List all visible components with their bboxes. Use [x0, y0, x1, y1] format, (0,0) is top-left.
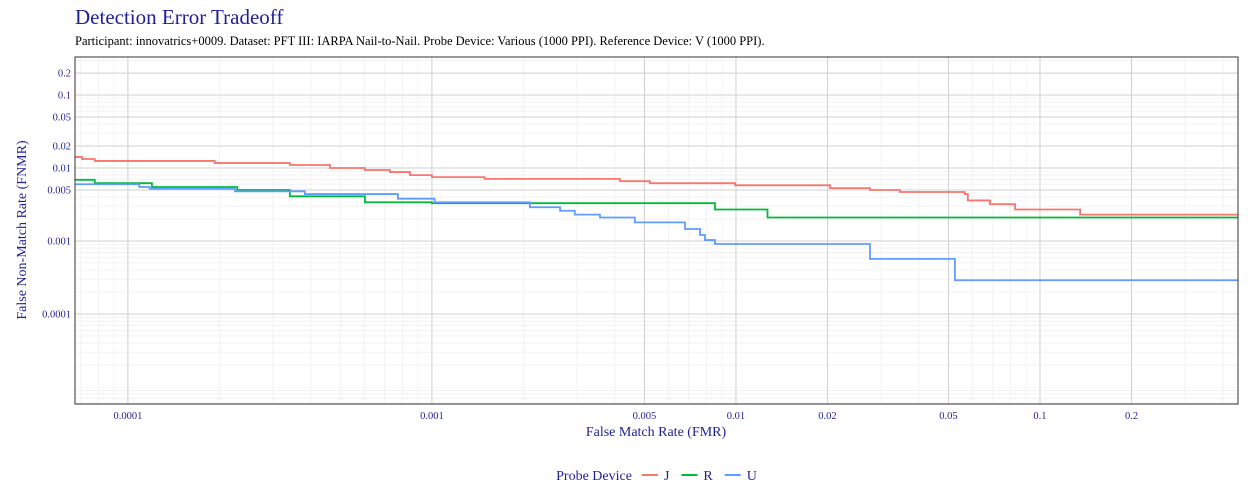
- y-tick-label: 0.2: [58, 69, 71, 80]
- y-tick-label: 0.05: [53, 113, 71, 124]
- legend-label: U: [747, 469, 757, 484]
- x-tick-label: 0.005: [633, 411, 657, 422]
- chart-title: Detection Error Tradeoff: [75, 5, 283, 29]
- series-line: [75, 183, 1238, 282]
- x-tick-label: 0.001: [420, 411, 444, 422]
- plot-background: [75, 57, 1238, 404]
- x-tick-label: 0.05: [939, 411, 957, 422]
- legend: Probe Device J R U: [556, 469, 757, 484]
- y-tick-label: 0.001: [47, 237, 71, 248]
- x-axis-label: False Match Rate (FMR): [586, 425, 727, 440]
- legend-title: Probe Device: [556, 469, 632, 484]
- y-tick-label: 0.005: [47, 186, 71, 197]
- plot-border: [74, 56, 1239, 405]
- y-tick-label: 0.0001: [42, 310, 71, 321]
- x-tick-label: 0.02: [818, 411, 836, 422]
- series-line: [75, 156, 1238, 216]
- x-tick-label: 0.1: [1033, 411, 1046, 422]
- x-tick-label: 0.0001: [113, 411, 142, 422]
- series-line: [75, 178, 1238, 219]
- y-tick-label: 0.1: [58, 91, 71, 102]
- chart-subtitle: Participant: innovatrics+0009. Dataset: …: [75, 34, 765, 48]
- y-tick-label: 0.02: [53, 142, 71, 153]
- x-tick-label: 0.2: [1125, 411, 1138, 422]
- y-axis-label: False Non-Match Rate (FNMR): [15, 140, 30, 320]
- x-tick-label: 0.01: [727, 411, 745, 422]
- legend-label: J: [664, 469, 670, 484]
- y-tick-label: 0.01: [53, 164, 71, 175]
- legend-label: R: [703, 469, 713, 484]
